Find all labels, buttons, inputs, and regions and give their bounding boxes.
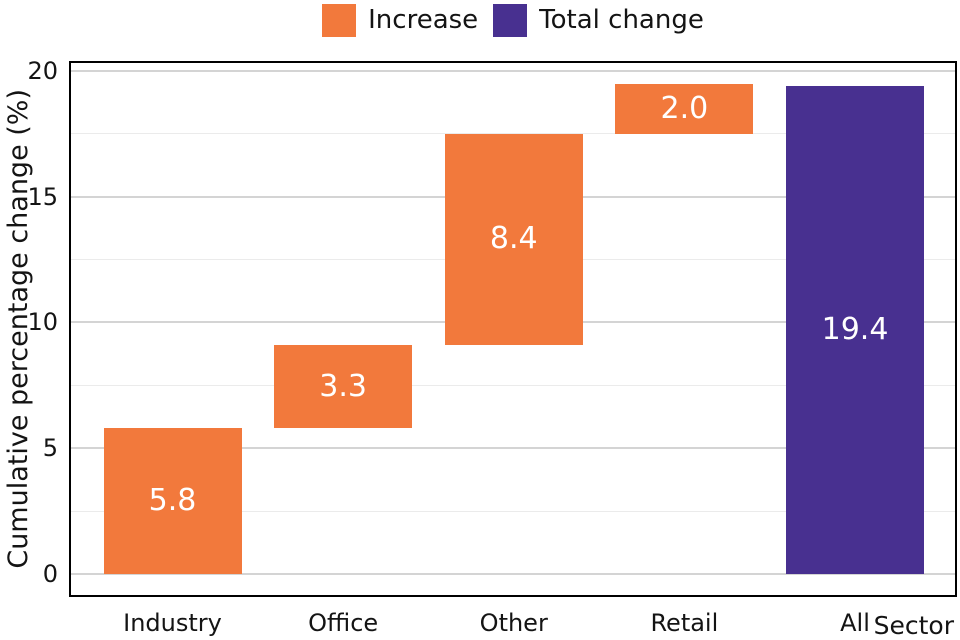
y-tick-label: 0 <box>42 559 58 588</box>
plot-area: 5.8 3.3 8.4 2.0 19.4 <box>69 61 957 597</box>
y-tick-label: 5 <box>42 434 58 463</box>
y-tick-label: 15 <box>27 182 58 211</box>
y-tick-label: 20 <box>27 57 58 86</box>
legend-swatch-total-change-icon <box>493 3 528 37</box>
x-axis-tick-labels: Industry Office Other Retail All <box>71 608 955 640</box>
bar-value-label: 3.3 <box>319 368 367 404</box>
x-tick-label: All <box>840 609 870 637</box>
x-tick-label: Retail <box>650 609 719 637</box>
bar-value-label: 8.4 <box>489 221 538 257</box>
x-tick-label: Other <box>479 609 548 637</box>
legend-swatch-increase-icon <box>322 3 357 37</box>
x-tick-label: Office <box>308 609 379 637</box>
bar-value-label: 5.8 <box>148 482 197 518</box>
legend-label-increase: Increase <box>368 5 479 35</box>
bar-industry: 5.8 <box>103 428 242 574</box>
gridline-major <box>71 447 955 450</box>
legend-item-total-change: Total change <box>493 3 704 37</box>
bar-other: 8.4 <box>444 133 583 346</box>
gridline-minor <box>71 510 955 512</box>
bar-value-label: 2.0 <box>660 90 709 126</box>
y-tick-label: 10 <box>27 308 58 337</box>
x-tick-label: Industry <box>123 609 222 637</box>
bar-office: 3.3 <box>274 345 413 429</box>
gridline-major <box>71 70 955 73</box>
bar-retail: 2.0 <box>615 83 754 134</box>
legend-label-total-change: Total change <box>539 5 704 35</box>
plot-inner: 5.8 3.3 8.4 2.0 19.4 <box>71 63 955 595</box>
bar-value-label: 19.4 <box>821 312 889 347</box>
chart-legend: Increase Total change <box>69 1 957 39</box>
bar-all: 19.4 <box>786 86 925 574</box>
legend-item-increase: Increase <box>322 3 478 37</box>
gridline-minor <box>71 384 955 386</box>
gridline-major <box>71 572 955 575</box>
x-axis-label: Sector <box>873 611 954 640</box>
y-axis-tick-labels: 0 5 10 15 20 <box>0 57 58 595</box>
